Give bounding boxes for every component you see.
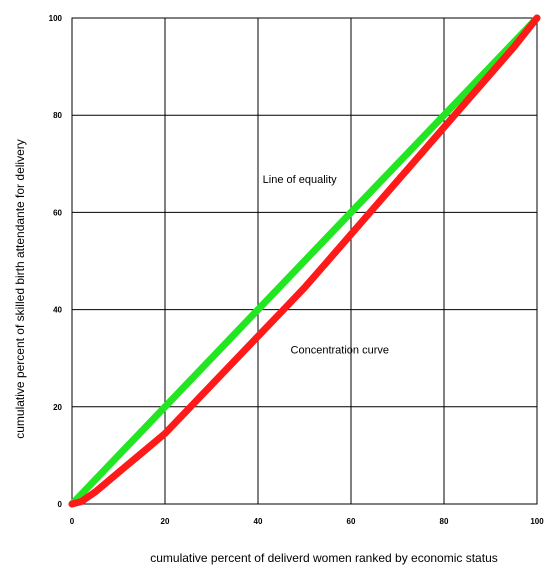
x-tick-label-0: 0 xyxy=(70,517,75,526)
x-tick-label-3: 60 xyxy=(347,517,356,526)
annotations: Line of equality Concentration curve xyxy=(263,174,389,356)
series-lines xyxy=(68,14,541,508)
y-tick-label-5: 100 xyxy=(49,14,63,23)
x-tick-label-4: 80 xyxy=(440,517,449,526)
series-line-0 xyxy=(68,14,541,508)
plot-border xyxy=(71,17,538,505)
x-tick-label-2: 40 xyxy=(254,517,263,526)
y-tick-label-4: 80 xyxy=(53,111,62,120)
x-tick-label-5: 100 xyxy=(530,517,544,526)
y-axis-label: cumulative percent of skilled birth atte… xyxy=(13,139,27,439)
series-line-1 xyxy=(68,14,541,508)
y-tick-label-3: 60 xyxy=(53,208,62,217)
y-tick-label-1: 20 xyxy=(53,403,62,412)
y-tick-label-2: 40 xyxy=(53,306,62,315)
x-axis-label: cumulative percent of deliverd women ran… xyxy=(150,551,498,565)
y-tick-label-0: 0 xyxy=(58,500,63,509)
annotation-1: Concentration curve xyxy=(291,344,389,356)
x-tick-label-1: 20 xyxy=(161,517,170,526)
annotation-0: Line of equality xyxy=(263,174,337,186)
tick-labels: 0 20 40 60 80 100 0 20 40 60 80 100 xyxy=(49,14,545,526)
